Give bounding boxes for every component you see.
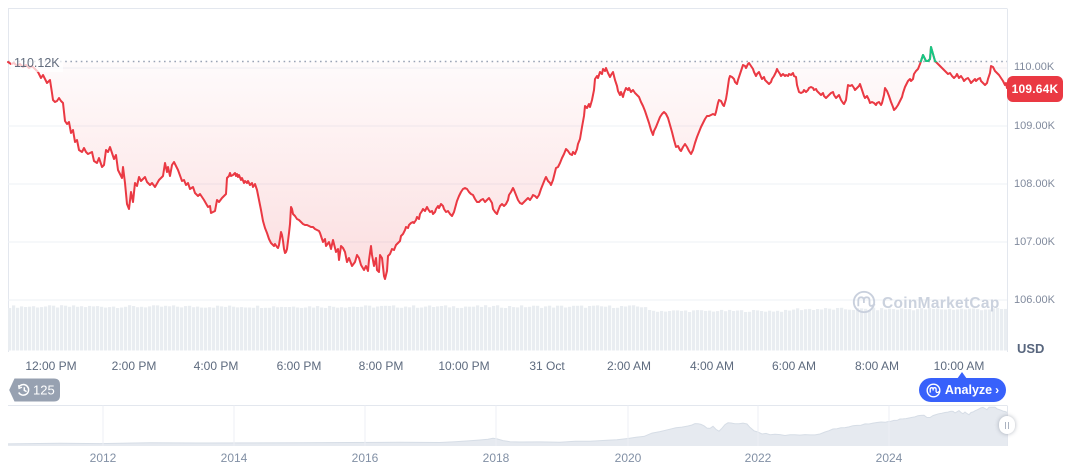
svg-text:CoinMarketCap: CoinMarketCap bbox=[882, 295, 1000, 312]
svg-text:125: 125 bbox=[33, 383, 55, 398]
